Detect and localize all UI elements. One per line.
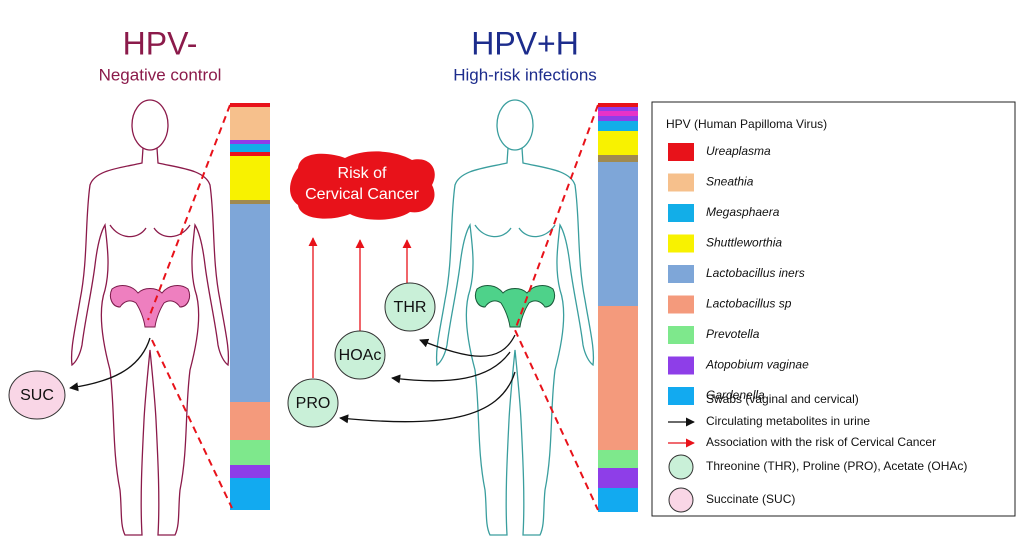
metabolite-arrows: [69, 334, 516, 424]
legend-taxon: Megasphaera: [706, 205, 780, 219]
risk-label: Cervical Cancer: [305, 186, 419, 203]
legend-title: HPV (Human Papilloma Virus): [666, 117, 827, 131]
legend-key: Circulating metabolites in urine: [706, 414, 870, 428]
legend-box: [651, 101, 1016, 517]
group-title: HPV-: [123, 25, 198, 61]
group-title: HPV+H: [471, 25, 579, 61]
legend-swatch: [668, 356, 694, 375]
uterus: [109, 285, 191, 328]
legend-taxon: Prevotella: [706, 327, 760, 341]
legend-key: Threonine (THR), Proline (PRO), Acetate …: [706, 459, 967, 473]
stacked-bar: [598, 103, 638, 512]
metabolite-label: SUC: [20, 387, 54, 404]
legend-swatch: [668, 173, 694, 192]
metabolite-label: THR: [394, 299, 427, 316]
legend-swatch: [668, 295, 694, 314]
legend-taxon: Shuttleworthia: [706, 236, 782, 250]
swab-lines: [147, 104, 599, 511]
legend-pink-circle: [668, 487, 694, 513]
metabolite-label: PRO: [296, 395, 331, 412]
legend-swatch: [668, 143, 694, 161]
metabolite-circles: [8, 282, 436, 428]
legend-swatch: [668, 265, 694, 283]
legend-swatch: [668, 387, 694, 405]
stacked-bar: [230, 103, 270, 510]
legend-key: Succinate (SUC): [706, 492, 795, 506]
legend-green-circle: [668, 454, 694, 480]
legend-swatch: [668, 204, 694, 222]
risk-cloud: [290, 151, 435, 220]
legend-taxon: Gardenella: [706, 388, 765, 402]
legend-swatch: [668, 326, 694, 344]
legend-taxon: Sneathia: [706, 175, 754, 189]
risk-arrows: [308, 237, 412, 378]
legend-key: Association with the risk of Cervical Ca…: [706, 435, 936, 449]
metabolite-label: HOAc: [339, 347, 382, 364]
group-subtitle: Negative control: [99, 65, 222, 84]
legend-taxon: Lactobacillus sp: [706, 297, 792, 311]
legend-key: Swabs (vaginal and cervical): [706, 392, 859, 406]
risk-label: Risk of: [338, 165, 387, 182]
legend-swatch: [668, 234, 694, 253]
group-subtitle: High-risk infections: [453, 65, 597, 84]
legend-taxon: Lactobacillus iners: [706, 266, 805, 280]
uterus: [474, 285, 556, 328]
legend-taxon: Ureaplasma: [706, 144, 771, 158]
legend-taxon: Atopobium vaginae: [705, 358, 809, 372]
